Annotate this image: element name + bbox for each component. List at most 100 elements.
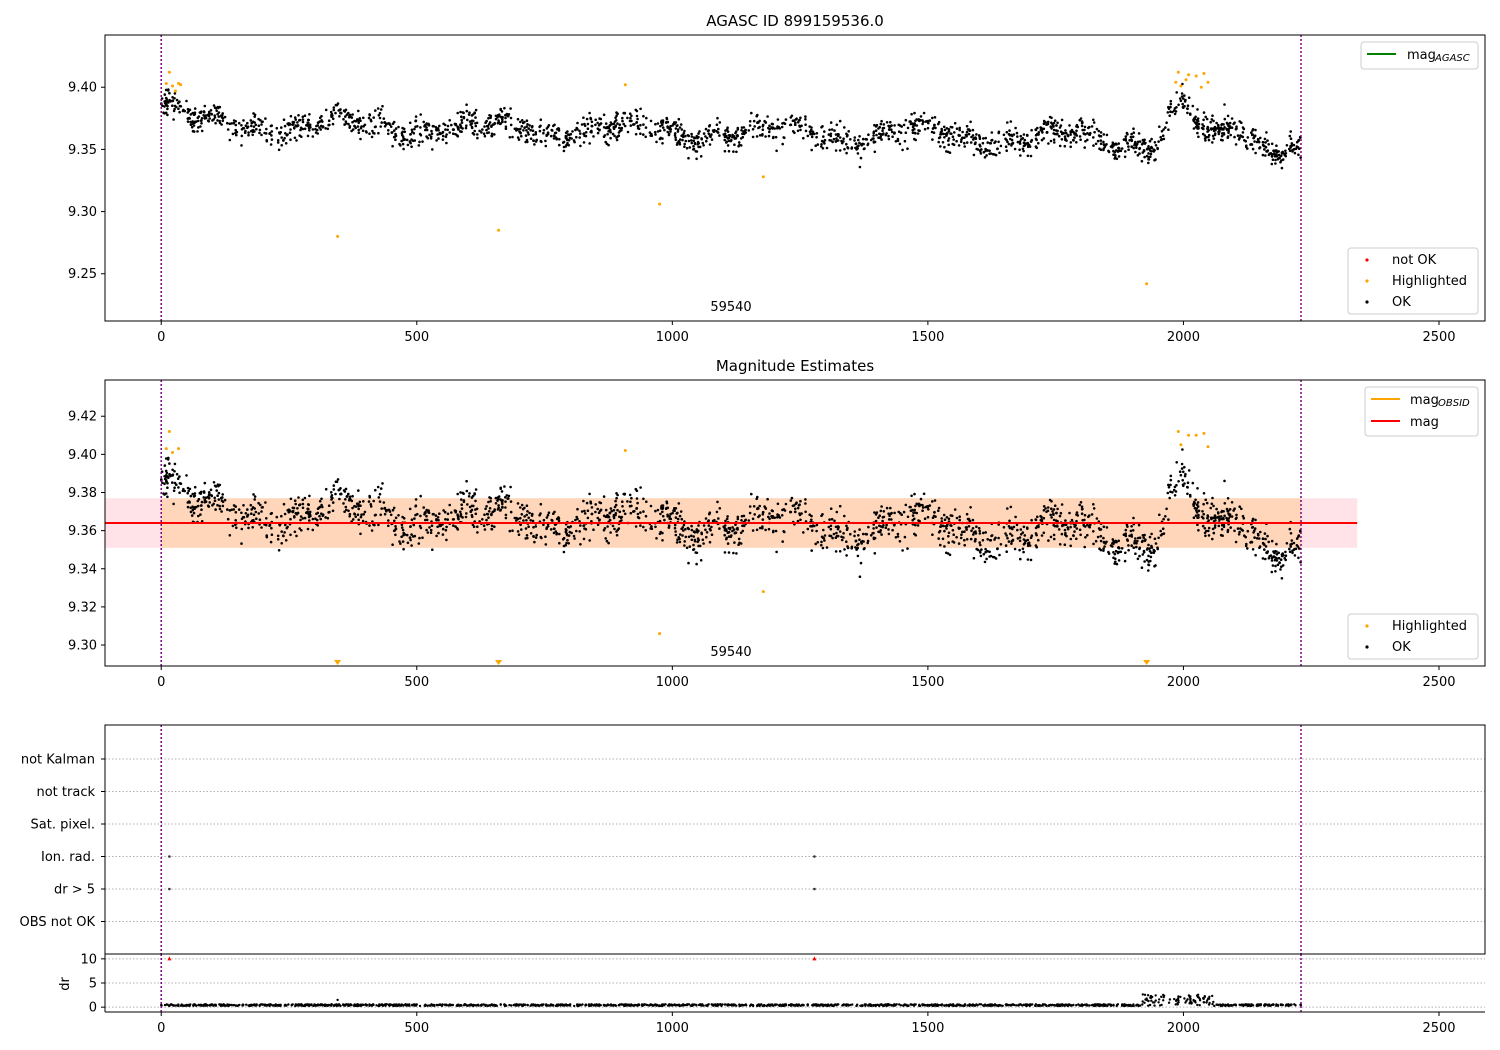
p2-point-1356 [921,503,924,507]
p2-point-1325 [904,503,908,507]
p2-point-453 [410,533,413,536]
p2-point-154 [235,526,238,529]
p2-point-93 [200,500,204,504]
p1-point-1902 [1206,126,1210,130]
p1-point-2093 [1297,153,1300,156]
p1-point-1047 [732,150,735,153]
p1-point-1320 [900,125,903,128]
p2-point-396 [377,496,381,499]
p1-point-1294 [882,126,886,130]
p1-point-757 [578,129,581,133]
flag-point-1-0 [168,887,171,891]
dr-point-582 [719,1003,722,1006]
p1-point-2026 [1264,145,1268,149]
p1-point-1696 [1099,134,1103,138]
p2-point-247 [293,515,296,518]
p2-point-976 [695,562,698,566]
p1-point-2023 [1263,137,1267,141]
p2-point-1687 [1094,539,1098,543]
p2-point-955 [684,528,687,531]
p1-point-1751 [1129,135,1133,139]
p2-point-156 [237,508,241,511]
top-panel-points [160,82,1302,170]
p1-ytick-label-2: 9.35 [68,143,97,158]
p2-point-670 [525,513,528,517]
p2-point-65 [190,514,194,517]
p1-point-957 [685,146,689,150]
p2-point-637 [505,494,509,497]
dr-point-563 [1048,1003,1051,1007]
p2-point-836 [616,493,619,497]
p2-point-1665 [1081,507,1084,511]
p2-point-888 [654,509,657,513]
p1-point-907 [663,128,666,132]
p1-point-2061 [1279,154,1283,158]
p2-point-1862 [1189,495,1192,498]
p2-point-668 [524,527,528,530]
p1-point-252 [295,139,298,142]
p1-point-1775 [1140,159,1144,163]
p2-point-1620 [1058,543,1062,546]
p1-point-1992 [1246,147,1249,150]
p2-point-254 [296,507,299,510]
p1-point-2073 [1285,144,1289,147]
p2-point-1800 [1149,555,1153,559]
p2-point-408 [385,510,388,513]
p1-point-937 [676,130,680,133]
p2-point-884 [649,504,653,508]
p2-point-492 [431,548,434,551]
p2-point-974 [693,539,697,543]
p1-point-783 [590,124,594,128]
p1-point-1224 [843,147,846,151]
p2-point-333 [342,502,345,505]
p1-point-751 [573,140,576,144]
p2-point-478 [425,514,428,518]
p1-point-820 [611,132,615,136]
p2-point-130 [218,504,221,508]
p2-point-1104 [764,528,767,532]
p2-point-1501 [998,553,1001,557]
p2-point-753 [575,529,578,533]
p1-point-1143 [793,131,796,135]
p2-point-2084 [1291,551,1294,555]
flag-label-2: Sat. pixel. [31,818,95,833]
p1-point-819 [610,122,614,126]
p2-point-1952 [1225,507,1229,511]
p2-point-645 [509,510,513,514]
p2-point-327 [338,497,341,501]
p2-point-787 [596,507,599,511]
p1-point-19 [165,98,169,101]
p2-point-593 [487,516,490,519]
p1-point-951 [682,132,686,135]
p1-point-634 [504,116,507,120]
p1-point-796 [599,122,603,125]
p1-point-1365 [926,126,930,130]
dr-point-271 [418,1004,422,1008]
p2-point-1582 [1042,516,1046,520]
p1-xtick-label-1: 500 [404,330,429,345]
p1-point-752 [574,128,577,132]
p1-point-1969 [1230,117,1234,120]
p1-point-178 [251,133,254,137]
p1-point-281 [308,129,311,132]
p2-xtick-label-4: 2000 [1167,675,1200,690]
p2-point-586 [484,507,487,511]
p1-point-369 [358,117,362,120]
p1-point-852 [623,124,627,128]
p1-point-1985 [1241,131,1245,134]
p1-point-1746 [1126,133,1129,136]
p1-point-548 [462,111,465,115]
p1-point-2076 [1288,149,1292,153]
p2-point-1835 [1171,491,1174,494]
p1-point-816 [609,130,612,134]
p1-point-393 [374,125,378,128]
p1-point-1083 [751,135,755,139]
p2-point-365 [357,502,360,506]
p1-point-1305 [890,128,893,131]
p1-point-2025 [1264,141,1267,144]
p1-point-221 [280,126,283,129]
p2-point-1841 [1175,461,1178,464]
p2-point-1912 [1211,496,1214,500]
p1-point-1634 [1064,131,1068,135]
